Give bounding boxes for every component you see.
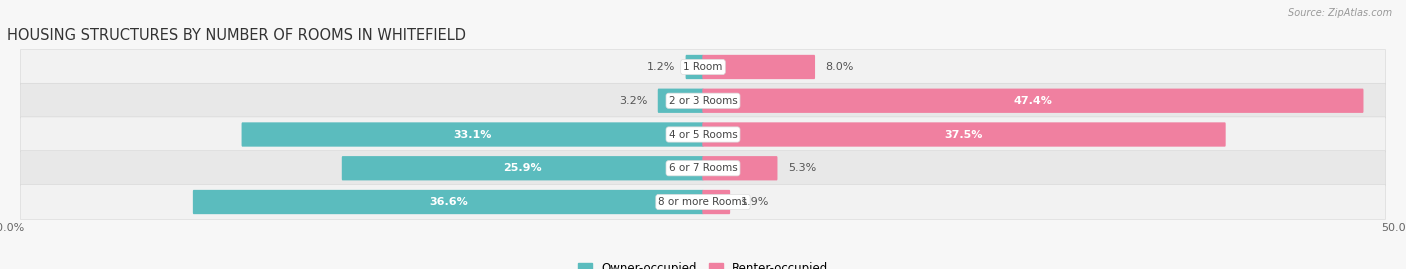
Text: 8 or more Rooms: 8 or more Rooms xyxy=(658,197,748,207)
FancyBboxPatch shape xyxy=(193,190,703,214)
Text: Source: ZipAtlas.com: Source: ZipAtlas.com xyxy=(1288,8,1392,18)
FancyBboxPatch shape xyxy=(703,89,1364,113)
Text: 33.1%: 33.1% xyxy=(454,129,492,140)
Text: 37.5%: 37.5% xyxy=(945,129,983,140)
Text: 3.2%: 3.2% xyxy=(619,96,647,106)
FancyBboxPatch shape xyxy=(703,156,778,180)
FancyBboxPatch shape xyxy=(342,156,703,180)
FancyBboxPatch shape xyxy=(703,122,1226,147)
Text: 5.3%: 5.3% xyxy=(787,163,815,173)
Text: 1.2%: 1.2% xyxy=(647,62,675,72)
FancyBboxPatch shape xyxy=(21,117,1385,152)
Legend: Owner-occupied, Renter-occupied: Owner-occupied, Renter-occupied xyxy=(572,258,834,269)
FancyBboxPatch shape xyxy=(703,55,815,79)
Text: 25.9%: 25.9% xyxy=(503,163,543,173)
FancyBboxPatch shape xyxy=(21,49,1385,84)
Text: 36.6%: 36.6% xyxy=(429,197,468,207)
FancyBboxPatch shape xyxy=(21,151,1385,186)
FancyBboxPatch shape xyxy=(658,89,703,113)
FancyBboxPatch shape xyxy=(21,83,1385,118)
Text: 1.9%: 1.9% xyxy=(741,197,769,207)
Text: 1 Room: 1 Room xyxy=(683,62,723,72)
Text: HOUSING STRUCTURES BY NUMBER OF ROOMS IN WHITEFIELD: HOUSING STRUCTURES BY NUMBER OF ROOMS IN… xyxy=(7,28,465,43)
Text: 47.4%: 47.4% xyxy=(1014,96,1052,106)
Text: 6 or 7 Rooms: 6 or 7 Rooms xyxy=(669,163,737,173)
FancyBboxPatch shape xyxy=(703,190,730,214)
Text: 2 or 3 Rooms: 2 or 3 Rooms xyxy=(669,96,737,106)
FancyBboxPatch shape xyxy=(21,185,1385,220)
FancyBboxPatch shape xyxy=(686,55,703,79)
FancyBboxPatch shape xyxy=(242,122,703,147)
Text: 8.0%: 8.0% xyxy=(825,62,853,72)
Text: 4 or 5 Rooms: 4 or 5 Rooms xyxy=(669,129,737,140)
